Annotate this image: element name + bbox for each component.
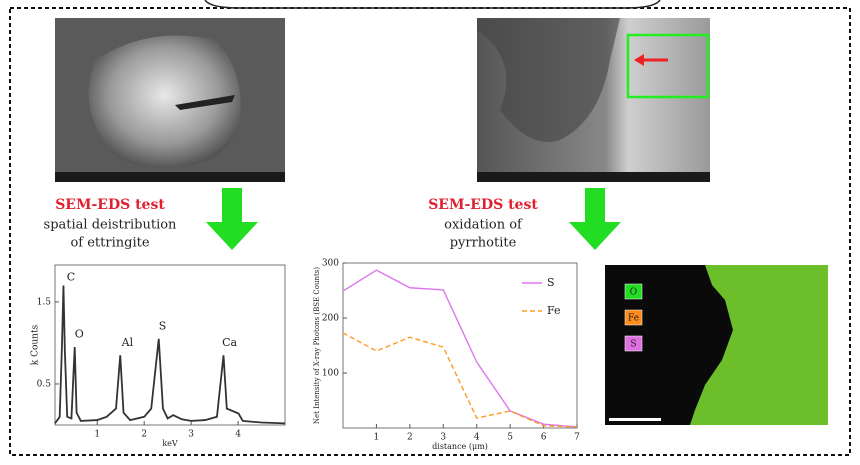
caption: spatial deistribution [44,218,178,233]
x-tick-label: 4 [474,433,480,443]
x-tick-label: 6 [541,433,547,443]
peak-label: S [159,320,167,333]
test-label: SEM-EDS test [428,197,538,213]
figure: SEM-EDS test spatial deistribution of et… [0,0,860,461]
x-axis-label: keV [162,439,178,448]
x-tick-label: 3 [440,433,446,443]
arrow [569,188,621,250]
legend-label: Fe [628,314,639,324]
test-label: SEM-EDS test [55,197,165,213]
x-tick-label: 3 [188,430,194,440]
y-tick-label: 100 [322,369,339,379]
legend-label: S [630,340,636,350]
caption: of ettringite [70,236,149,251]
arrow [206,188,258,250]
x-axis-label: distance (μm) [432,442,488,451]
y-tick-label: 300 [322,259,339,269]
plot-frame [55,265,285,425]
x-tick-label: 2 [141,430,147,440]
x-tick-label: 2 [407,433,413,443]
x-tick-label: 1 [374,433,380,443]
sem-image-left [55,18,285,182]
y-axis-label: k Counts [31,324,41,365]
brace [205,0,660,8]
x-tick-label: 4 [235,430,241,440]
y-tick-label: 0.5 [37,379,52,389]
series-line [343,333,577,427]
caption: oxidation of [444,218,523,233]
legend-label: S [547,276,555,289]
series-line [55,286,285,424]
legend-label: Fe [547,304,561,317]
peak-label: Al [121,336,134,349]
caption: pyrrhotite [450,236,517,251]
peak-label: C [67,270,75,283]
legend-label: O [630,288,637,298]
peak-label: Ca [222,336,237,349]
x-tick-label: 1 [94,430,100,440]
x-tick-label: 5 [507,433,513,443]
x-tick-label: 7 [574,433,580,443]
y-tick-label: 1.5 [37,297,52,307]
sem-image-right [477,18,710,182]
y-axis-label: Net Intensity of X-ray Photons (BSE Coun… [313,267,321,424]
plot-frame [343,263,577,428]
series-line [343,270,577,427]
peak-label: O [75,328,84,341]
y-tick-label: 200 [322,314,339,324]
